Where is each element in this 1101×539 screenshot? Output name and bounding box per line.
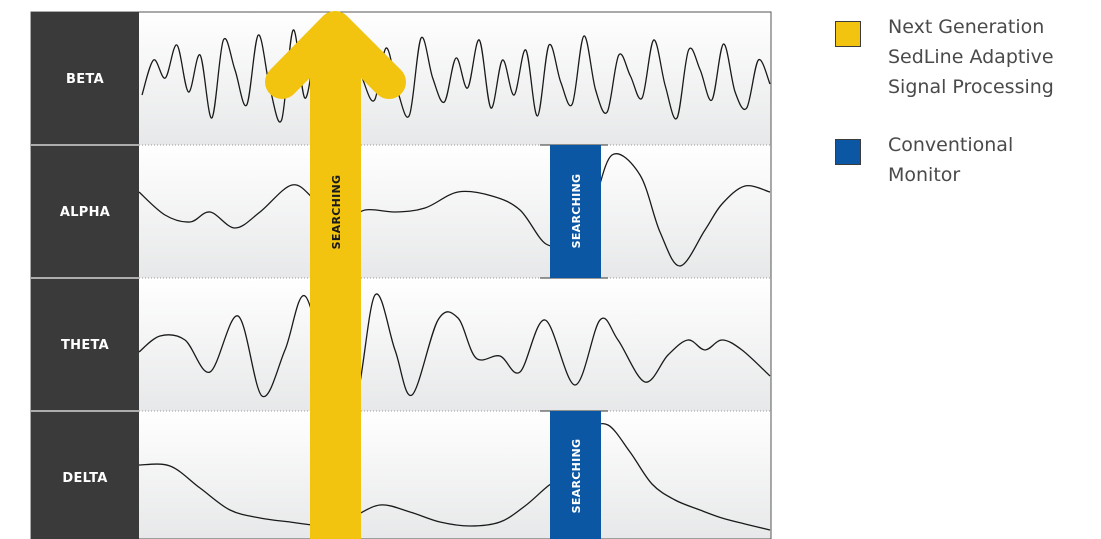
adaptive-searching-label: SEARCHING	[330, 175, 343, 250]
legend-text-conventional: Conventional Monitor	[888, 130, 1097, 190]
conventional-searching-label: SEARCHING	[570, 439, 583, 514]
legend-item-adaptive: Next Generation SedLine Adaptive Signal …	[835, 12, 1097, 102]
legend-line: Next Generation	[888, 16, 1045, 38]
band-background-beta	[139, 12, 771, 145]
legend-line: SedLine Adaptive	[888, 46, 1054, 68]
conventional-bar	[550, 145, 601, 278]
conventional-bar	[550, 411, 601, 539]
eeg-band-diagram: BETA ALPHA THETA DELTA SEARCHING SEARCHI…	[30, 11, 772, 539]
legend-line: Conventional	[888, 134, 1014, 156]
legend-line: Signal Processing	[888, 76, 1054, 98]
theta-wave	[138, 293, 771, 408]
conventional-searching-label: SEARCHING	[570, 174, 583, 249]
legend-line: Monitor	[888, 164, 961, 186]
band-label-alpha: ALPHA	[60, 205, 110, 220]
up-arrow-icon	[265, 11, 406, 99]
band-label-beta: BETA	[66, 72, 104, 87]
adaptive-searching-arrow: SEARCHING	[265, 11, 406, 539]
legend: Next Generation SedLine Adaptive Signal …	[835, 12, 1097, 218]
delta-wave	[138, 422, 771, 531]
legend-item-conventional: Conventional Monitor	[835, 130, 1097, 190]
conventional-searching-alpha: SEARCHING	[540, 144, 608, 279]
alpha-wave	[138, 153, 771, 267]
band-label-delta: DELTA	[62, 471, 107, 486]
beta-wave	[141, 29, 771, 123]
label-column	[31, 12, 139, 539]
band-background-alpha	[139, 145, 771, 278]
legend-swatch-blue	[835, 139, 861, 165]
band-background-delta	[139, 411, 771, 539]
legend-text-adaptive: Next Generation SedLine Adaptive Signal …	[888, 12, 1097, 102]
band-label-theta: THETA	[61, 338, 109, 353]
arrow-shaft	[310, 30, 361, 539]
conventional-searching-delta: SEARCHING	[540, 410, 608, 539]
band-background-theta	[139, 278, 771, 411]
legend-swatch-yellow	[835, 21, 861, 47]
